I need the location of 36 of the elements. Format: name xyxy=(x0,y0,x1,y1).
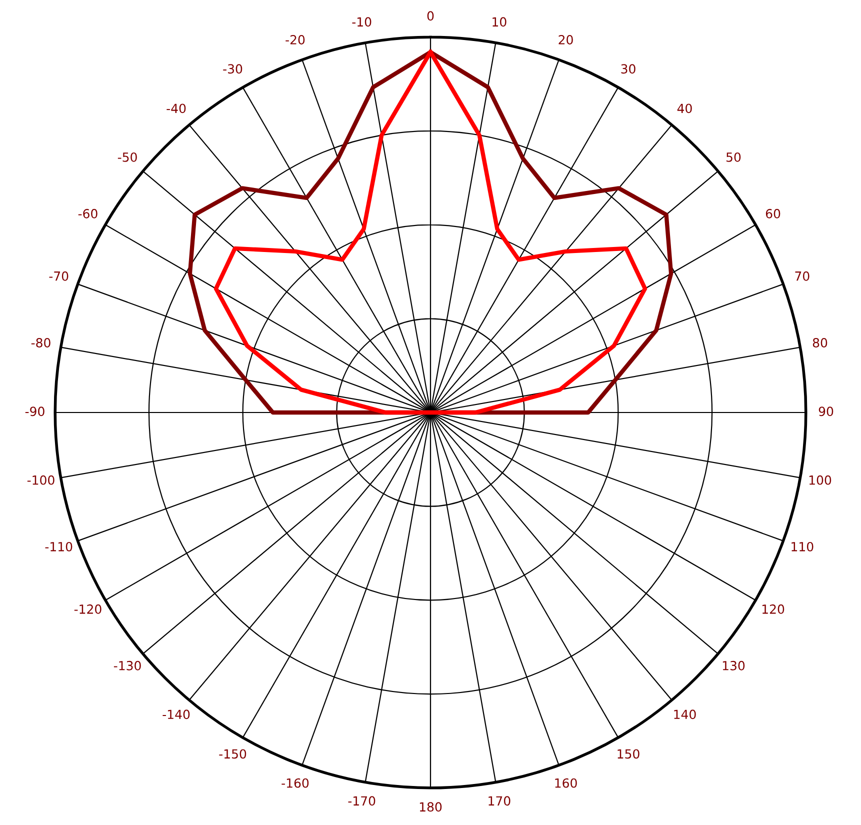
spoke-label: -170 xyxy=(348,796,376,806)
spoke-label: 70 xyxy=(795,271,810,281)
spoke-label: -40 xyxy=(166,104,186,114)
spoke-label: 0 xyxy=(427,11,434,21)
spoke-label: -10 xyxy=(352,17,372,27)
spoke-label: -160 xyxy=(282,778,309,788)
spoke-label: 50 xyxy=(726,152,741,162)
spoke-label: 90 xyxy=(818,406,834,416)
spoke-label: 30 xyxy=(621,64,636,74)
spoke-label: 100 xyxy=(809,475,832,485)
spoke-label: -130 xyxy=(114,660,141,670)
spoke-label: -30 xyxy=(223,64,242,74)
spoke-label: 40 xyxy=(677,104,692,114)
spoke-label: 80 xyxy=(812,338,828,348)
spoke-label: -110 xyxy=(45,542,72,552)
spoke-label: 150 xyxy=(618,749,640,759)
spoke-label: 170 xyxy=(488,796,510,806)
spoke-label: -90 xyxy=(25,406,44,416)
spoke-label: -70 xyxy=(49,271,68,281)
spoke-label: -60 xyxy=(78,208,98,218)
spoke-label: 110 xyxy=(792,542,814,552)
spoke-label: 130 xyxy=(722,660,745,670)
spoke-label: 120 xyxy=(762,604,784,614)
spoke-label: -100 xyxy=(27,475,54,485)
spoke-label: 180 xyxy=(420,802,442,812)
spoke-label: -140 xyxy=(162,710,190,720)
spoke-label: -150 xyxy=(219,749,246,759)
spoke-label: -20 xyxy=(286,35,305,44)
spoke-label: 160 xyxy=(555,778,577,788)
spoke-label: 20 xyxy=(558,35,573,44)
spoke-label: -120 xyxy=(74,604,102,614)
spoke-label: 10 xyxy=(492,17,506,27)
spoke-label: -80 xyxy=(31,338,50,348)
spoke-label: 60 xyxy=(766,208,780,218)
spoke-label: 140 xyxy=(674,710,696,720)
spoke-label: -50 xyxy=(118,152,137,162)
